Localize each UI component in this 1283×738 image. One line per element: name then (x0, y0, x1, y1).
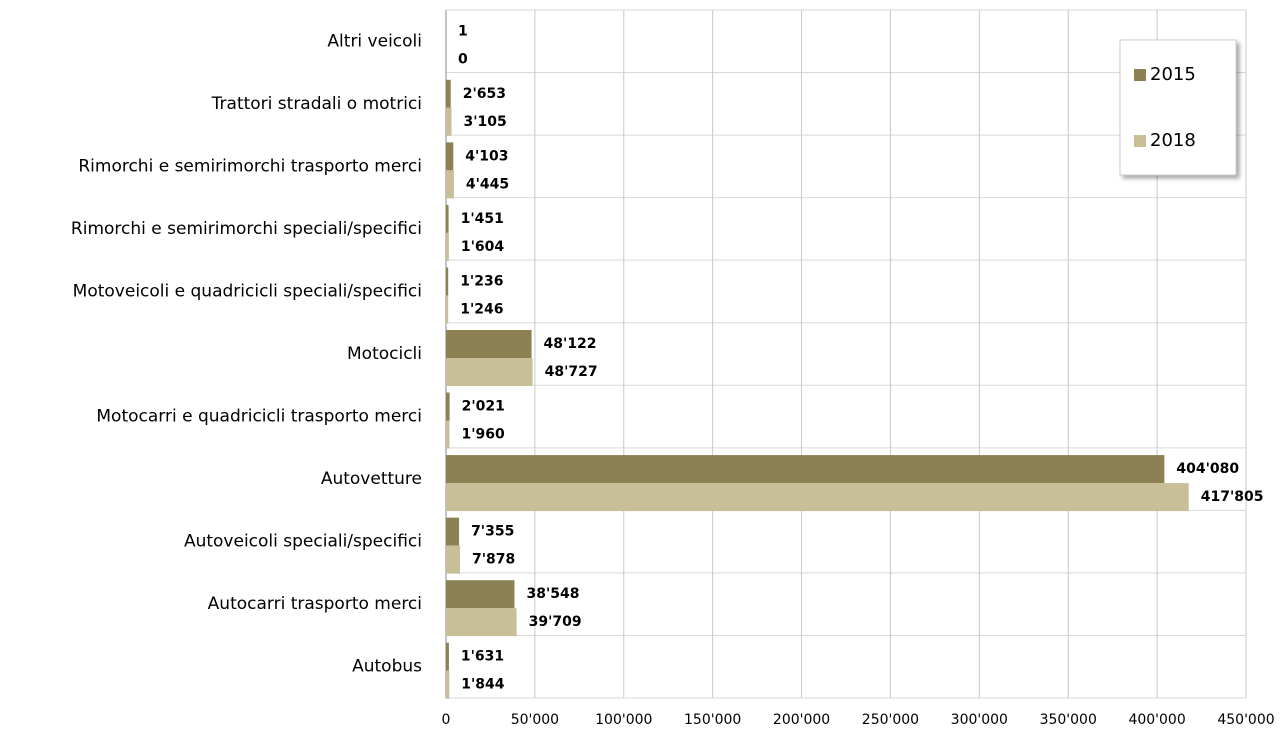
bar (446, 420, 450, 449)
data-label: 39'709 (529, 614, 582, 630)
data-label: 1'246 (460, 301, 503, 317)
data-label: 1'236 (460, 273, 503, 289)
legend-label: 2015 (1150, 64, 1196, 85)
bar (446, 358, 533, 386)
x-tick-label: 200'000 (773, 712, 830, 728)
legend: 2015 2018 (1119, 39, 1237, 176)
x-tick-label: 50'000 (511, 712, 559, 728)
data-label: 1'451 (461, 211, 504, 227)
bar (446, 170, 454, 199)
labels: 0 50'000 100'000 150'000 200'000 250'000 300'0… (71, 23, 1275, 728)
data-label: 1'960 (461, 427, 505, 443)
bar (446, 204, 449, 233)
marks (446, 17, 1189, 699)
legend-label: 2018 (1150, 130, 1196, 151)
bar (446, 295, 449, 324)
legend-swatch (1134, 135, 1146, 147)
y-tick-label: Autocarri trasporto merci (208, 594, 422, 614)
data-label: 1'844 (461, 677, 505, 693)
bar (446, 142, 454, 171)
x-tick-label: 0 (442, 712, 451, 728)
bar (446, 483, 1189, 512)
y-tick-label: Altri veicoli (327, 31, 422, 51)
bar (446, 330, 532, 358)
data-label: 4'445 (466, 176, 509, 192)
data-label: 1'631 (461, 649, 504, 665)
bar (446, 608, 517, 637)
data-label: 7'355 (471, 524, 514, 540)
bar (446, 232, 449, 261)
y-tick-label: Motocarri e quadricicli trasporto merci (96, 407, 422, 427)
data-label: 2'653 (463, 86, 506, 102)
y-tick-label: Autobus (352, 657, 422, 677)
y-tick-label: Rimorchi e semirimorchi speciali/specifi… (71, 219, 422, 239)
data-label: 48'727 (545, 364, 598, 380)
y-tick-label: Rimorchi e semirimorchi trasporto merci (78, 156, 422, 176)
y-tick-label: Motocicli (347, 344, 422, 364)
bar (446, 267, 449, 296)
bar (446, 642, 449, 671)
data-label: 417'805 (1201, 489, 1264, 505)
bar (446, 517, 460, 546)
data-label: 0 (458, 51, 468, 67)
bar (446, 392, 450, 421)
x-tick-label: 250'000 (862, 712, 919, 728)
data-label: 1 (458, 23, 468, 39)
data-label: 38'548 (527, 586, 580, 602)
bar (446, 455, 1165, 484)
bar (446, 107, 452, 136)
data-label: 48'122 (544, 336, 597, 352)
legend-box (1119, 39, 1237, 176)
bar (446, 580, 515, 609)
x-tick-label: 100'000 (595, 712, 652, 728)
bar (446, 670, 450, 699)
x-tick-label: 350'000 (1040, 712, 1097, 728)
x-tick-label: 400'000 (1128, 712, 1185, 728)
x-tick-label: 450'000 (1217, 712, 1274, 728)
bar (446, 545, 461, 574)
y-tick-label: Motoveicoli e quadricicli speciali/speci… (73, 281, 422, 301)
x-tick-label: 300'000 (951, 712, 1008, 728)
data-label: 7'878 (472, 552, 515, 568)
data-label: 3'105 (464, 114, 507, 130)
data-label: 4'103 (465, 148, 508, 164)
y-tick-label: Autovetture (321, 469, 422, 489)
data-label: 1'604 (461, 239, 505, 255)
data-label: 404'080 (1176, 461, 1239, 477)
legend-swatch (1134, 69, 1146, 81)
bar (446, 79, 451, 108)
x-tick-label: 150'000 (684, 712, 741, 728)
data-label: 2'021 (462, 399, 505, 415)
y-tick-label: Trattori stradali o motrici (211, 94, 422, 114)
y-tick-label: Autoveicoli speciali/specifici (184, 532, 422, 552)
